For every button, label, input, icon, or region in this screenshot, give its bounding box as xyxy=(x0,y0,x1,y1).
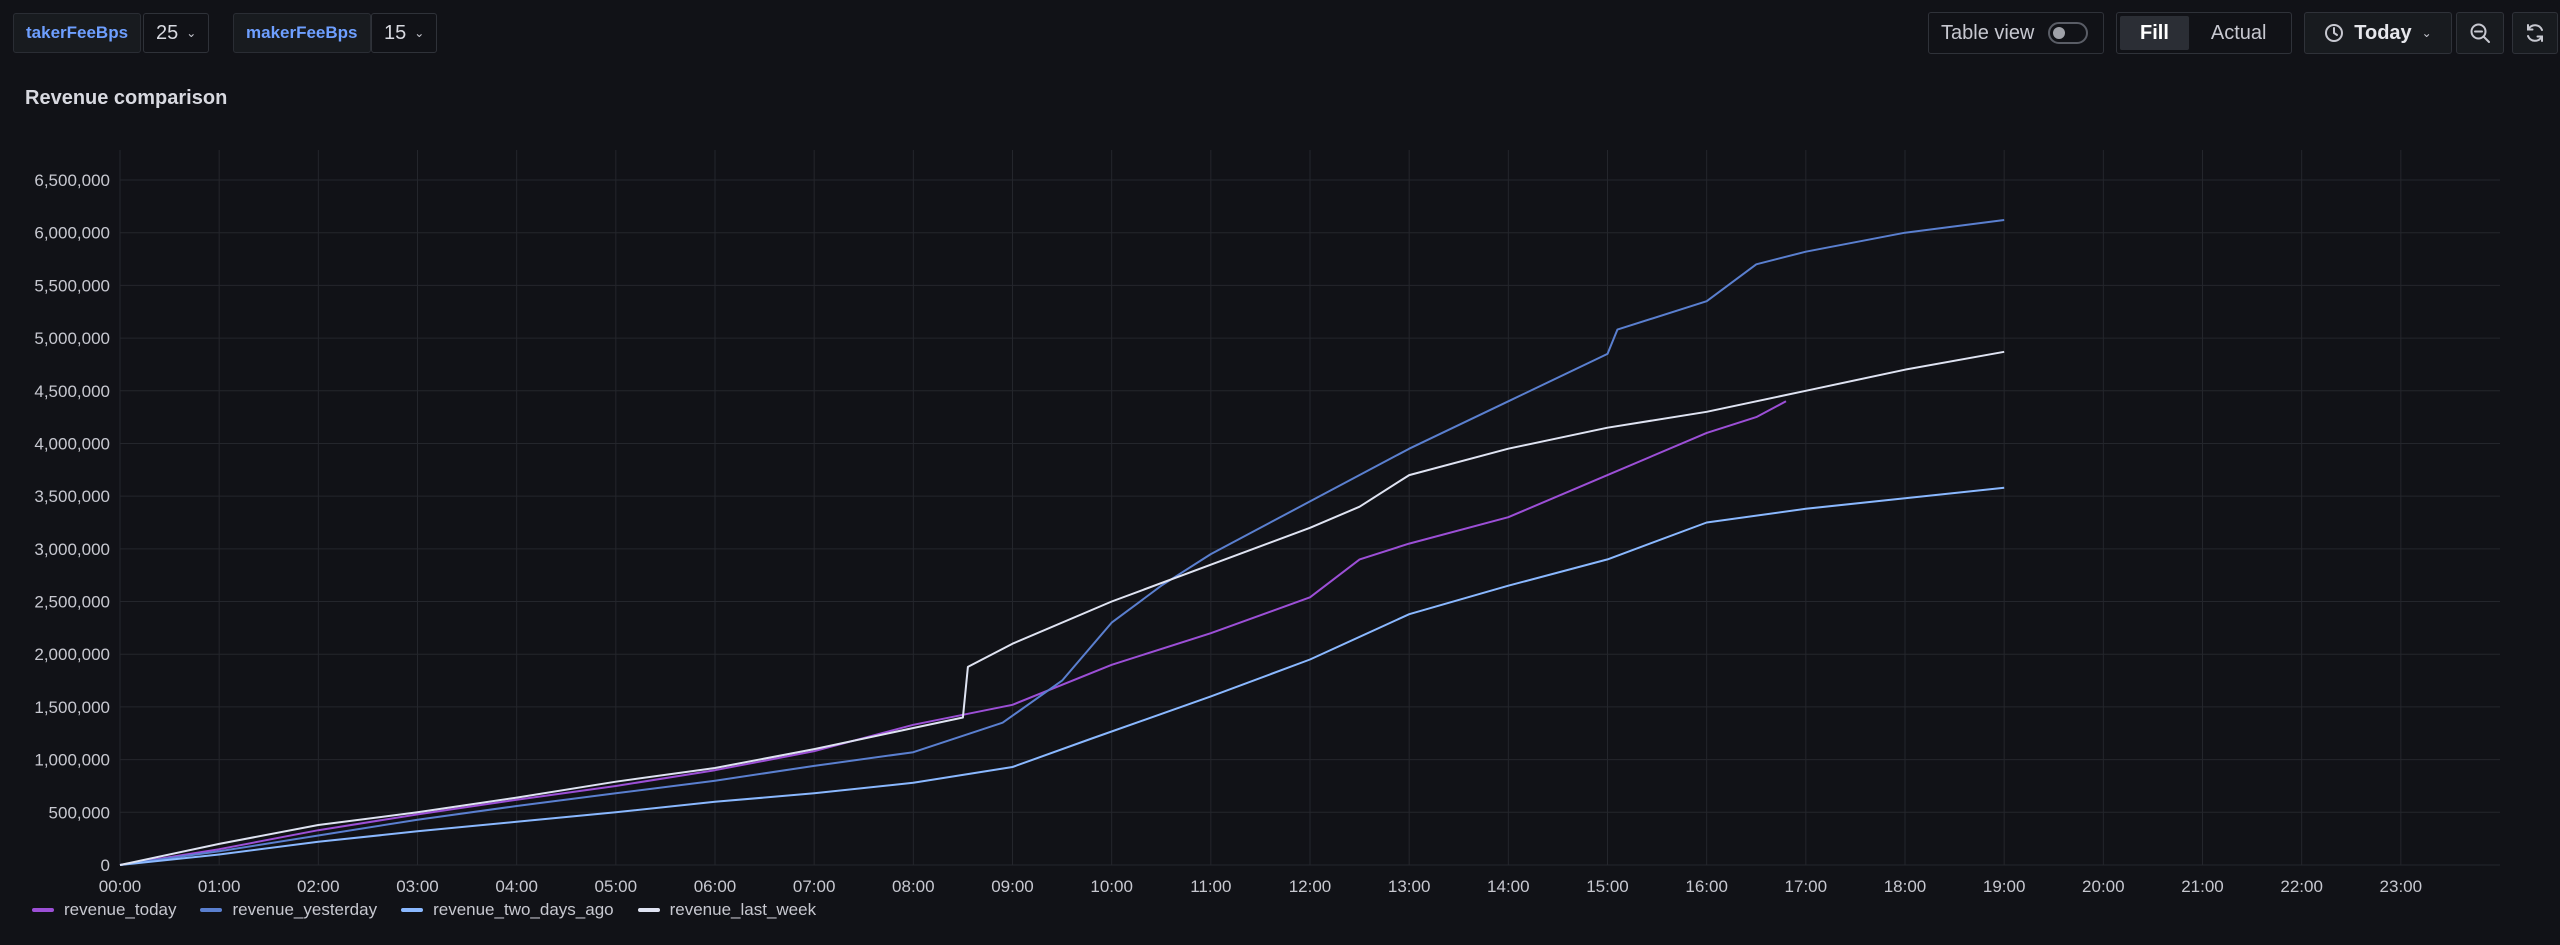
x-tick-label: 12:00 xyxy=(1289,877,1332,896)
table-view-toggle[interactable]: Table view xyxy=(1928,12,2104,54)
y-tick-label: 4,500,000 xyxy=(34,382,110,401)
series-line-revenue-today[interactable] xyxy=(119,400,1787,866)
panel-title: Revenue comparison xyxy=(25,87,228,109)
y-tick-label: 2,000,000 xyxy=(34,645,110,664)
y-tick-label: 6,000,000 xyxy=(34,224,110,243)
y-tick-label: 4,000,000 xyxy=(34,434,110,453)
variable-value: 15 xyxy=(384,21,407,44)
x-tick-label: 20:00 xyxy=(2082,877,2125,896)
zoom-out-icon xyxy=(2470,23,2490,43)
toggle-switch[interactable] xyxy=(2048,22,2089,44)
legend-label: revenue_last_week xyxy=(669,900,817,919)
chart-grid xyxy=(119,150,2500,866)
variable-select-maker-fee[interactable]: 15 ⌄ xyxy=(371,13,438,53)
x-tick-label: 08:00 xyxy=(892,877,935,896)
variable-value: 25 xyxy=(156,21,179,44)
x-tick-label: 01:00 xyxy=(198,877,241,896)
fill-option[interactable]: Fill xyxy=(2120,16,2189,50)
legend-label: revenue_two_days_ago xyxy=(433,900,614,919)
y-tick-label: 0 xyxy=(101,856,110,875)
y-axis-ticks: 0 500,000 1,000,000 1,500,000 2,000,000 2,500… xyxy=(34,171,110,875)
y-tick-label: 1,500,000 xyxy=(34,698,110,717)
y-tick-label: 5,000,000 xyxy=(34,329,110,348)
y-tick-label: 2,500,000 xyxy=(34,593,110,612)
y-tick-label: 1,000,000 xyxy=(34,751,110,770)
x-tick-label: 04:00 xyxy=(495,877,538,896)
x-tick-label: 03:00 xyxy=(396,877,439,896)
y-tick-label: 6,500,000 xyxy=(34,171,110,190)
x-tick-label: 11:00 xyxy=(1190,877,1231,896)
series-line-revenue-two-days-ago[interactable] xyxy=(119,486,2005,866)
x-tick-label: 21:00 xyxy=(2181,877,2224,896)
y-tick-label: 3,000,000 xyxy=(34,540,110,559)
x-tick-label: 18:00 xyxy=(1884,877,1927,896)
series-line-revenue-last-week[interactable] xyxy=(119,350,2005,866)
legend-swatch xyxy=(401,908,424,912)
x-tick-label: 19:00 xyxy=(1983,877,2026,896)
chevron-down-icon: ⌄ xyxy=(2421,26,2432,40)
legend-item-revenue-today[interactable]: revenue_today xyxy=(32,900,176,920)
y-tick-label: 500,000 xyxy=(49,803,110,822)
chart-legend: revenue_today revenue_yesterday revenue_tw… xyxy=(32,900,816,920)
x-tick-label: 15:00 xyxy=(1586,877,1629,896)
legend-item-revenue-last-week[interactable]: revenue_last_week xyxy=(637,900,817,920)
series-line-revenue-yesterday[interactable] xyxy=(119,219,2005,866)
chevron-down-icon: ⌄ xyxy=(186,26,197,40)
clock-icon xyxy=(2325,24,2344,42)
dashboard-toolbar: takerFeeBps 25 ⌄ makerFeeBps 15 ⌄ Table … xyxy=(0,0,2560,66)
fill-actual-selector: Fill Actual xyxy=(2116,12,2292,54)
zoom-out-button[interactable] xyxy=(2456,12,2504,54)
time-range-label: Today xyxy=(2354,21,2412,44)
x-tick-label: 23:00 xyxy=(2380,877,2423,896)
chevron-down-icon: ⌄ xyxy=(414,26,425,40)
actual-option[interactable]: Actual xyxy=(2210,21,2267,44)
x-tick-label: 00:00 xyxy=(99,877,142,896)
x-tick-label: 10:00 xyxy=(1090,877,1133,896)
x-tick-label: 06:00 xyxy=(694,877,737,896)
y-tick-label: 5,500,000 xyxy=(34,276,110,295)
x-tick-label: 14:00 xyxy=(1487,877,1530,896)
x-tick-label: 07:00 xyxy=(793,877,836,896)
legend-item-revenue-two-days-ago[interactable]: revenue_two_days_ago xyxy=(401,900,614,920)
legend-swatch xyxy=(200,908,223,912)
variable-label-maker-fee: makerFeeBps xyxy=(233,13,371,53)
refresh-icon xyxy=(2527,24,2543,42)
legend-swatch xyxy=(637,908,660,912)
legend-swatch xyxy=(32,908,54,912)
legend-label: revenue_yesterday xyxy=(232,900,378,919)
time-range-picker[interactable]: Today ⌄ xyxy=(2304,12,2452,54)
x-tick-label: 02:00 xyxy=(297,877,340,896)
y-tick-label: 3,500,000 xyxy=(34,487,110,506)
refresh-button[interactable] xyxy=(2512,12,2558,54)
chart-series xyxy=(119,219,2005,866)
variable-label-taker-fee: takerFeeBps xyxy=(13,13,142,53)
legend-item-revenue-yesterday[interactable]: revenue_yesterday xyxy=(200,900,377,920)
legend-label: revenue_today xyxy=(64,900,177,919)
x-tick-label: 22:00 xyxy=(2280,877,2323,896)
x-tick-label: 05:00 xyxy=(595,877,638,896)
x-tick-label: 17:00 xyxy=(1785,877,1828,896)
x-tick-label: 16:00 xyxy=(1685,877,1728,896)
x-axis-ticks: 00:00 01:00 02:00 03:00 04:00 05:00 06:00 07:00… xyxy=(99,877,2422,896)
table-view-label: Table view xyxy=(1941,21,2035,44)
x-tick-label: 13:00 xyxy=(1388,877,1431,896)
x-tick-label: 09:00 xyxy=(991,877,1034,896)
variable-select-taker-fee[interactable]: 25 ⌄ xyxy=(143,13,210,53)
